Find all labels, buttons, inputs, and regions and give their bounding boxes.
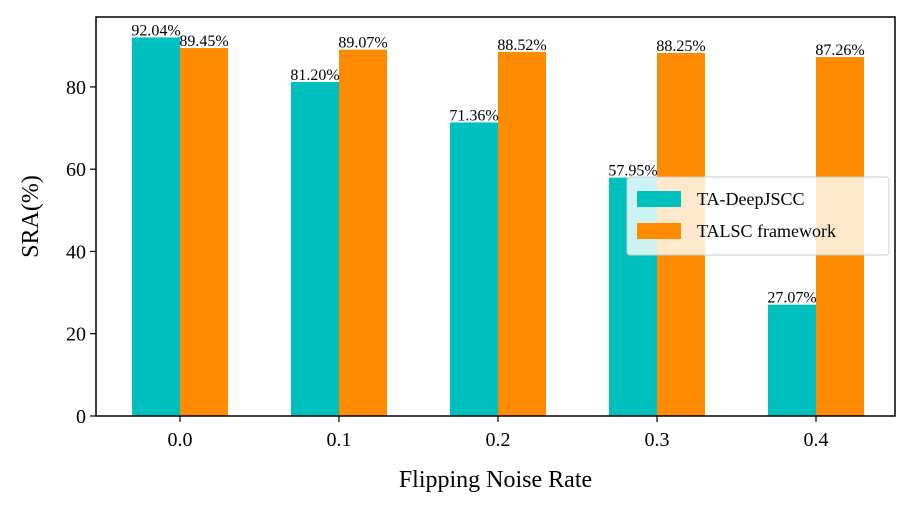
data-label-talsc-framework-0-2: 88.52% bbox=[497, 37, 546, 54]
bar-ta-deepjscc-0-4 bbox=[768, 304, 816, 416]
data-label-talsc-framework-0-4: 87.26% bbox=[815, 42, 864, 59]
x-tick-label-0-3: 0.3 bbox=[645, 429, 670, 451]
bar-talsc-framework-0-2 bbox=[498, 51, 546, 416]
data-label-ta-deepjscc-0-0: 92.04% bbox=[131, 22, 180, 39]
data-label-ta-deepjscc-0-1: 81.20% bbox=[290, 67, 339, 84]
x-tick-label-0-0: 0.0 bbox=[168, 429, 193, 451]
legend-label-ta-deepjscc: TA-DeepJSCC bbox=[697, 189, 805, 209]
data-label-talsc-framework-0-1: 89.07% bbox=[338, 35, 387, 52]
bar-talsc-framework-0-0 bbox=[180, 48, 228, 417]
x-tick-label-0-1: 0.1 bbox=[327, 429, 352, 451]
legend-box bbox=[626, 176, 890, 256]
bar-ta-deepjscc-0-2 bbox=[450, 122, 498, 417]
legend-swatch-ta-deepjscc bbox=[637, 191, 681, 207]
legend: TA-DeepJSCC TALSC framework bbox=[626, 176, 890, 256]
data-label-ta-deepjscc-0-3: 57.95% bbox=[608, 163, 657, 180]
bar-ta-deepjscc-0-1 bbox=[291, 81, 339, 416]
x-axis-title: Flipping Noise Rate bbox=[399, 467, 592, 493]
legend-swatch-talsc-framework bbox=[637, 223, 681, 239]
data-label-talsc-framework-0-3: 88.25% bbox=[656, 38, 705, 55]
x-tick-label-0-4: 0.4 bbox=[804, 429, 829, 451]
y-axis-title: SRA(%) bbox=[18, 175, 44, 258]
x-tick-label-0-2: 0.2 bbox=[486, 429, 511, 451]
data-label-ta-deepjscc-0-4: 27.07% bbox=[767, 290, 816, 307]
y-tick-label-0: 0 bbox=[76, 406, 86, 428]
y-tick-label-20: 20 bbox=[66, 324, 86, 346]
data-labels-layer: 92.04% 81.20% 71.36% 57.95% 27.07% 89.45% 89.0… bbox=[131, 22, 864, 306]
y-tick-label-40: 40 bbox=[66, 241, 86, 263]
bar-talsc-framework-0-1 bbox=[339, 49, 387, 417]
data-label-ta-deepjscc-0-2: 71.36% bbox=[449, 107, 498, 124]
y-axis: 0 20 40 60 80 bbox=[66, 77, 96, 428]
y-tick-label-60: 60 bbox=[66, 159, 86, 181]
bar-ta-deepjscc-0-0 bbox=[132, 37, 180, 417]
plot-frame bbox=[95, 16, 896, 417]
legend-label-talsc-framework: TALSC framework bbox=[697, 221, 836, 241]
x-axis: 0.0 0.1 0.2 0.3 0.4 bbox=[168, 416, 829, 451]
y-tick-label-80: 80 bbox=[66, 77, 86, 99]
data-label-talsc-framework-0-0: 89.45% bbox=[179, 33, 228, 50]
